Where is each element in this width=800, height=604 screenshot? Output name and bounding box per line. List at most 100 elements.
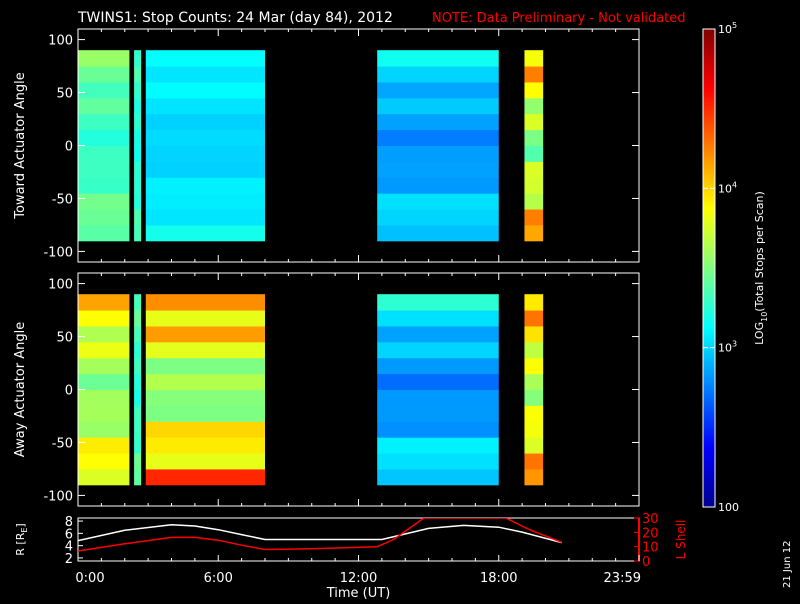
heatmap-cell bbox=[145, 373, 265, 390]
heatmap-cell bbox=[134, 145, 142, 162]
l-shell-axis-label: L Shell bbox=[674, 520, 688, 560]
heatmap-cell bbox=[78, 421, 130, 438]
heatmap-segment bbox=[78, 50, 130, 242]
heatmap-cell bbox=[524, 81, 544, 99]
heatmap-cell bbox=[78, 97, 130, 115]
heatmap-cell bbox=[145, 405, 265, 422]
heatmap-cell bbox=[145, 437, 265, 454]
heatmap-cell bbox=[78, 310, 130, 327]
heatmap-cell bbox=[134, 66, 142, 83]
heatmap-cell bbox=[377, 209, 499, 226]
y-tick-label: -50 bbox=[52, 436, 73, 451]
left-y-tick-label: 2 bbox=[65, 552, 73, 567]
heatmap-cell bbox=[145, 325, 265, 343]
heatmap-cell bbox=[78, 209, 130, 226]
heatmap-cell bbox=[145, 389, 265, 406]
heatmap-cell bbox=[145, 224, 265, 242]
heatmap-cell bbox=[78, 405, 130, 422]
colorbar-label-rest: (Total Stops per Scan) bbox=[753, 191, 766, 312]
heatmap-cell bbox=[377, 405, 499, 422]
away-panel: 100 50 0 -50 -100 Away Actuator Angle bbox=[13, 272, 640, 507]
heatmap-cell bbox=[78, 177, 130, 194]
heatmap-cell bbox=[134, 177, 142, 194]
heatmap-cell bbox=[524, 193, 544, 210]
y-tick-label: 50 bbox=[56, 87, 73, 102]
heatmap-cell bbox=[524, 468, 544, 486]
heatmap-cell bbox=[145, 421, 265, 438]
heatmap-cell bbox=[377, 357, 499, 375]
heatmap-segment bbox=[145, 50, 265, 242]
heatmap-segment bbox=[145, 294, 265, 486]
heatmap-segment bbox=[377, 294, 499, 486]
heatmap-cell bbox=[78, 66, 130, 83]
heatmap-cell bbox=[524, 325, 544, 343]
heatmap-cell bbox=[145, 341, 265, 359]
heatmap-cell bbox=[78, 389, 130, 406]
heatmap-cell bbox=[524, 357, 544, 375]
heatmap-cell bbox=[78, 113, 130, 131]
heatmap-segment bbox=[524, 50, 544, 242]
heatmap-cell bbox=[145, 161, 265, 178]
heatmap-cell bbox=[377, 224, 499, 242]
heatmap-cell bbox=[134, 310, 142, 327]
y-tick-label: -100 bbox=[43, 489, 73, 504]
heatmap-segment bbox=[78, 294, 130, 486]
left-y-tick-label: 4 bbox=[65, 540, 73, 555]
heatmap-cell bbox=[134, 389, 142, 406]
y-tick-label: 50 bbox=[56, 331, 73, 346]
heatmap-cell bbox=[524, 421, 544, 438]
r-label-end: ] bbox=[14, 523, 27, 527]
heatmap-cell bbox=[145, 66, 265, 83]
heatmap-cell bbox=[524, 373, 544, 390]
heatmap-cell bbox=[377, 81, 499, 99]
y-tick-label: -100 bbox=[43, 245, 73, 260]
heatmap-cell bbox=[78, 145, 130, 162]
heatmap-cell bbox=[134, 373, 142, 390]
y-tick-label: 100 bbox=[48, 34, 73, 49]
heatmap-cell bbox=[377, 66, 499, 83]
heatmap-cell bbox=[524, 113, 544, 131]
heatmap-cell bbox=[377, 50, 499, 67]
heatmap-cell bbox=[524, 66, 544, 83]
heatmap-cell bbox=[134, 357, 142, 375]
heatmap-cell bbox=[134, 161, 142, 178]
heatmap-cell bbox=[134, 50, 142, 67]
heatmap-cell bbox=[377, 177, 499, 194]
heatmap-cell bbox=[134, 294, 142, 311]
heatmap-cell bbox=[78, 468, 130, 486]
heatmap-cell bbox=[134, 341, 142, 359]
heatmap-cell bbox=[78, 294, 130, 311]
heatmap-cell bbox=[524, 389, 544, 406]
x-axis-label: Time (UT) bbox=[326, 586, 391, 600]
heatmap-cell bbox=[78, 129, 130, 146]
heatmap-cell bbox=[524, 341, 544, 359]
colorbar-tick-exponent: 4 bbox=[732, 180, 737, 189]
heatmap-cell bbox=[78, 341, 130, 359]
r-label-sub: E bbox=[20, 528, 29, 533]
x-tick-label: 0:00 bbox=[75, 571, 104, 586]
heatmap-cell bbox=[145, 357, 265, 375]
colorbar-tick-label: 105 bbox=[718, 21, 737, 36]
heatmap-cell bbox=[524, 129, 544, 146]
heatmap-cell bbox=[134, 405, 142, 422]
heatmap-cell bbox=[134, 421, 142, 438]
y-tick-label: 0 bbox=[65, 140, 73, 155]
left-y-tick-label: 6 bbox=[65, 527, 73, 542]
heatmap-cell bbox=[377, 113, 499, 131]
heatmap-cell bbox=[145, 310, 265, 327]
heatmap-cell bbox=[145, 81, 265, 99]
heatmap-cell bbox=[524, 453, 544, 470]
colorbar-tick-label: 103 bbox=[718, 340, 737, 355]
r-series-line bbox=[78, 524, 563, 544]
heatmap-cell bbox=[377, 389, 499, 406]
heatmap-cell bbox=[78, 50, 130, 67]
heatmap-cell bbox=[145, 145, 265, 162]
x-tick-label: 6:00 bbox=[204, 571, 233, 586]
heatmap-cell bbox=[377, 373, 499, 390]
heatmap-cell bbox=[524, 224, 544, 242]
colorbar-tick-label: 100 bbox=[718, 501, 739, 514]
heatmap-cell bbox=[78, 453, 130, 470]
r-label-main: R [R bbox=[14, 532, 27, 555]
heatmap-cell bbox=[134, 437, 142, 454]
